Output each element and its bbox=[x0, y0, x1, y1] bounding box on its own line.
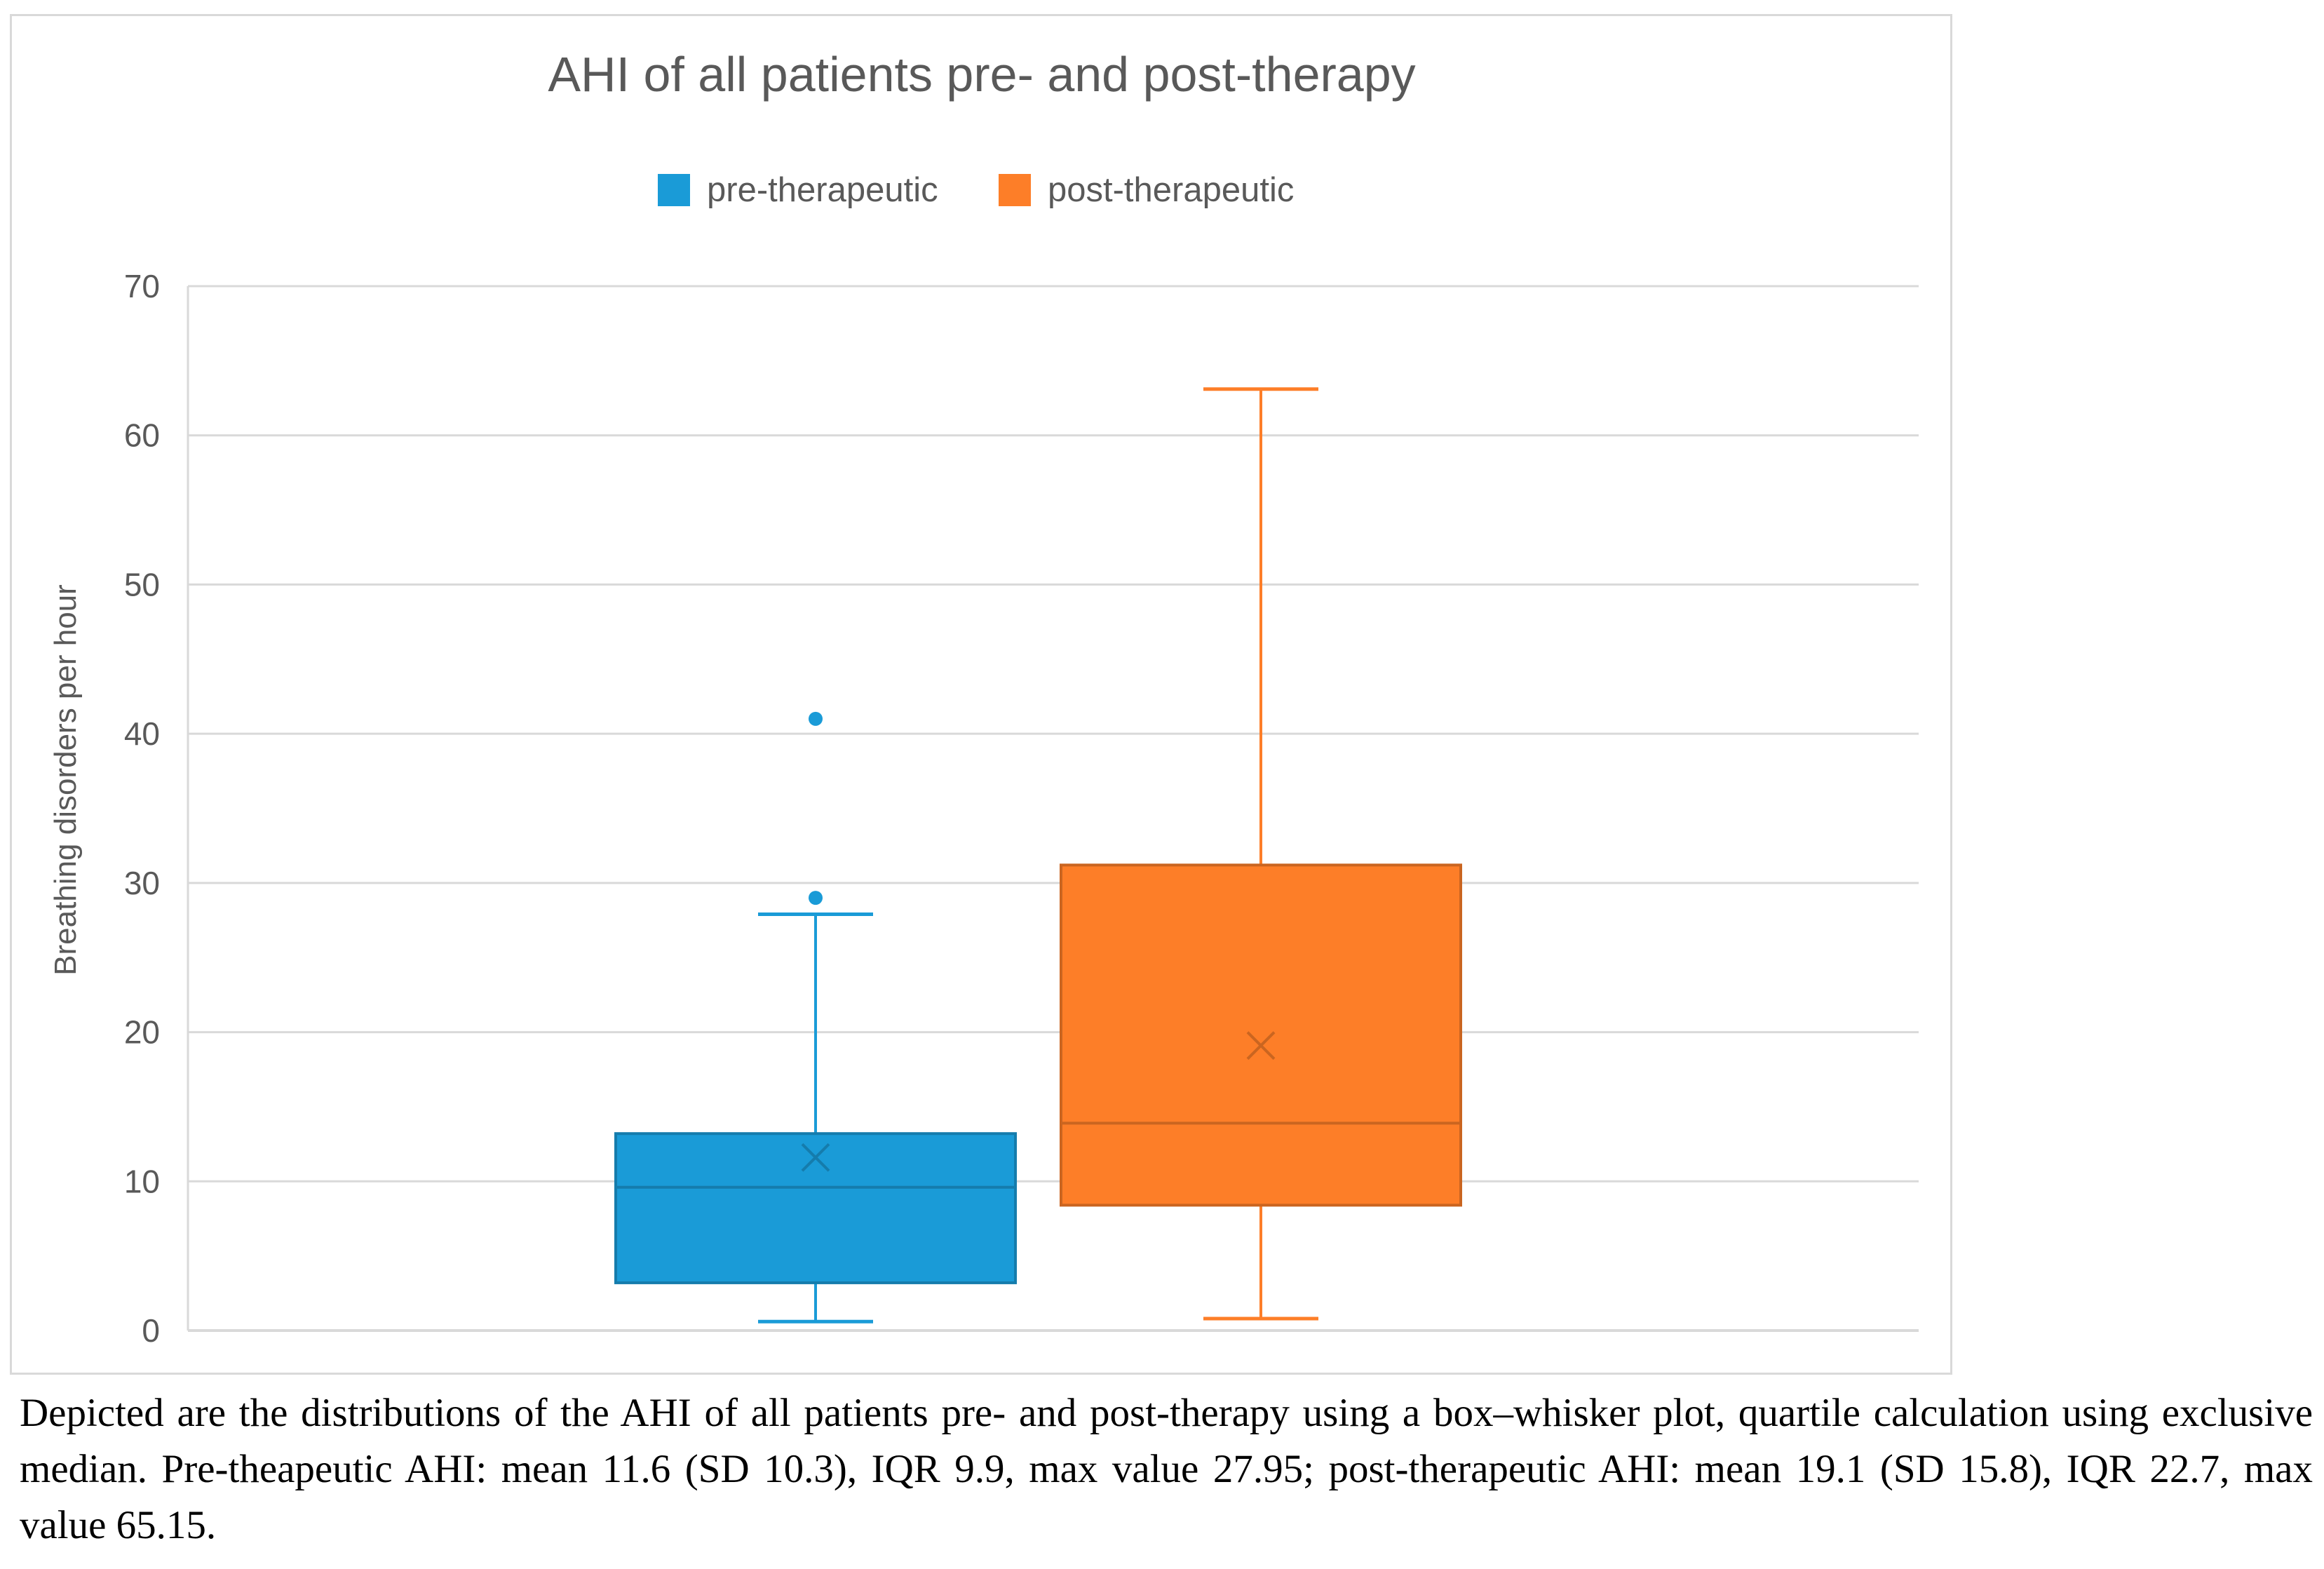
y-tick-label: 10 bbox=[124, 1163, 160, 1199]
y-axis-ticks: 0 10 20 30 40 50 60 70 bbox=[124, 268, 160, 1349]
boxes-layer bbox=[614, 387, 1462, 1324]
legend-swatch-pre bbox=[658, 174, 690, 206]
y-tick-label: 70 bbox=[124, 268, 160, 304]
iqr-box bbox=[1060, 863, 1462, 1207]
box-group-pre bbox=[614, 711, 1017, 1324]
box-plot-chart: AHI of all patients pre- and post-therap… bbox=[48, 47, 1919, 1349]
y-tick-label: 40 bbox=[124, 715, 160, 752]
box-group-post bbox=[1060, 387, 1462, 1321]
y-tick-label: 30 bbox=[124, 865, 160, 901]
legend-swatch-post bbox=[999, 174, 1031, 206]
outlier-point bbox=[809, 891, 823, 905]
legend-label-post: post-therapeutic bbox=[1048, 171, 1294, 209]
outlier-point bbox=[809, 711, 823, 726]
chart-legend: pre-therapeutic post-therapeutic bbox=[658, 171, 1294, 209]
figure-caption: Depicted are the distributions of the AH… bbox=[20, 1391, 2313, 1547]
gridlines bbox=[188, 285, 1919, 1183]
legend-label-pre: pre-therapeutic bbox=[707, 171, 938, 209]
y-tick-label: 50 bbox=[124, 566, 160, 602]
mean-marker bbox=[801, 1143, 830, 1172]
y-tick-label: 60 bbox=[124, 417, 160, 454]
y-tick-label: 20 bbox=[124, 1014, 160, 1051]
mean-marker bbox=[1246, 1031, 1276, 1060]
y-axis-label: Breathing disorders per hour bbox=[48, 584, 83, 976]
chart-title: AHI of all patients pre- and post-therap… bbox=[548, 47, 1415, 102]
y-tick-label: 0 bbox=[142, 1312, 160, 1349]
